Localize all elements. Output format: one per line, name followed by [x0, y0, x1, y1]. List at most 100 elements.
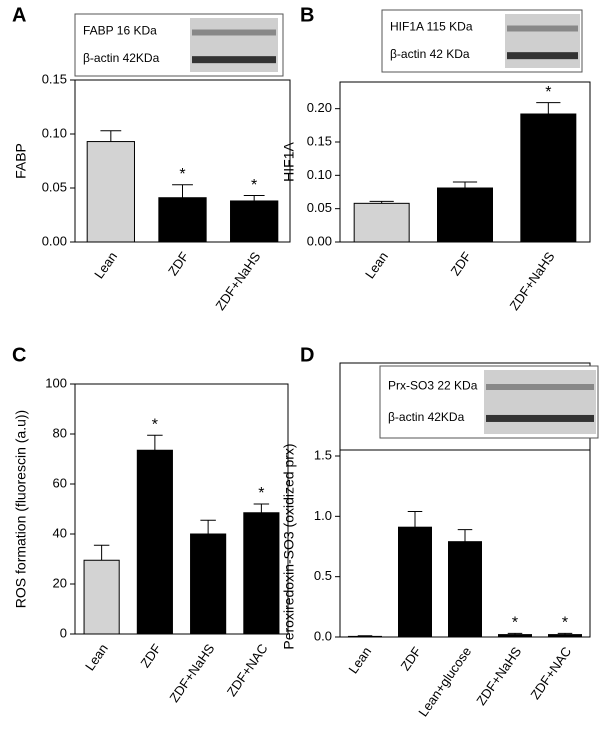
- bar: [498, 634, 532, 638]
- x-tick-label: ZDF: [447, 249, 474, 278]
- x-tick-label: Lean: [362, 249, 391, 281]
- error-bar: [172, 184, 193, 198]
- bar: [158, 197, 207, 243]
- x-tick-label: ZDF: [137, 641, 164, 670]
- error-bar: [369, 200, 394, 204]
- error-bar: [147, 434, 163, 451]
- bar: [83, 559, 120, 635]
- inset-label: FABP 16 KDa: [83, 24, 157, 38]
- blot-band: [192, 29, 276, 36]
- bar: [230, 200, 279, 243]
- y-tick-label: 0.00: [307, 233, 332, 248]
- significance-marker: *: [512, 615, 518, 632]
- bar: [437, 187, 493, 243]
- x-tick-label: Lean: [82, 641, 111, 673]
- x-tick-label: ZDF+NaHS: [473, 644, 524, 708]
- y-tick-label: 0.15: [42, 71, 67, 86]
- y-tick-label: 80: [53, 425, 67, 440]
- panel: D 0.0 0.5 1.0 1.5 Peroxiredoxin-SO3 (oxidized…: [281, 344, 599, 719]
- blot-image: [484, 370, 596, 434]
- y-tick-label: 40: [53, 525, 67, 540]
- inset-label: β-actin 42 KDa: [390, 47, 470, 61]
- bar: [86, 141, 135, 243]
- blot-band: [486, 384, 594, 390]
- y-tick-label: 1.0: [314, 508, 332, 523]
- y-axis-label: Peroxiredoxin-SO3 (oxidized prx): [281, 443, 297, 649]
- error-bar: [243, 195, 265, 201]
- x-tick-label: ZDF+NaHS: [166, 641, 217, 705]
- bar: [548, 634, 582, 638]
- bar: [448, 541, 482, 638]
- error-bar: [93, 544, 110, 561]
- panel: B 0.00 0.05 0.10 0.15 0.20 HIF1A Lean ZDF * ZDF+Na…: [281, 4, 591, 313]
- error-bar: [253, 503, 270, 513]
- y-tick-label: 0.0: [314, 628, 332, 643]
- panel: C 0 20 40 60 80 100 ROS formation (fluorescin (…: [12, 344, 289, 705]
- inset-label: β-actin 42KDa: [83, 51, 160, 65]
- y-tick-label: 1.5: [314, 447, 332, 462]
- error-bar: [407, 511, 423, 528]
- x-tick-label: ZDF: [165, 249, 192, 278]
- error-bar: [200, 519, 216, 534]
- blot-band: [507, 52, 578, 60]
- y-tick-label: 60: [53, 475, 67, 490]
- blot-band: [192, 56, 276, 64]
- error-bar: [557, 632, 573, 635]
- x-tick-label: Lean+glucose: [415, 644, 474, 719]
- bar: [136, 449, 173, 635]
- bar: [520, 113, 577, 243]
- error-bar: [452, 181, 478, 188]
- y-axis-label: HIF1A: [281, 142, 297, 182]
- bar: [243, 512, 280, 635]
- inset-label: HIF1A 115 KDa: [390, 20, 473, 34]
- y-tick-label: 20: [53, 575, 67, 590]
- x-tick-label: ZDF+NaHS: [507, 249, 558, 313]
- significance-marker: *: [152, 416, 158, 433]
- y-tick-label: 0.10: [42, 125, 67, 140]
- error-bar: [507, 632, 523, 635]
- bar: [190, 533, 227, 635]
- x-tick-label: ZDF+NAC: [527, 644, 574, 702]
- significance-marker: *: [545, 84, 551, 101]
- y-tick-label: 0.00: [42, 233, 67, 248]
- y-tick-label: 0.05: [42, 179, 67, 194]
- y-tick-label: 0.05: [307, 200, 332, 215]
- significance-marker: *: [562, 615, 568, 632]
- y-axis-label: FABP: [13, 143, 29, 179]
- error-bar: [457, 529, 473, 542]
- bar: [348, 635, 382, 638]
- x-tick-label: Lean: [91, 249, 120, 281]
- y-tick-label: 0.5: [314, 568, 332, 583]
- error-bar: [357, 635, 373, 637]
- plot-frame: [74, 383, 289, 635]
- blot-image: [190, 18, 278, 72]
- inset-label: β-actin 42KDa: [388, 410, 465, 424]
- panel-letter: B: [300, 4, 314, 26]
- bar: [398, 526, 432, 638]
- bar: [353, 202, 410, 243]
- y-tick-label: 0.10: [307, 167, 332, 182]
- panel-letter: D: [300, 344, 314, 366]
- error-bar: [536, 102, 561, 114]
- x-tick-label: ZDF: [397, 644, 424, 673]
- panel-letter: A: [12, 4, 26, 26]
- x-tick-label: ZDF+NAC: [224, 641, 271, 699]
- x-tick-label: ZDF+NaHS: [212, 249, 263, 313]
- y-tick-label: 0: [60, 625, 67, 640]
- panel: A 0.00 0.05 0.10 0.15 FABP Lean * ZDF * ZDF+NaHS FA…: [12, 4, 291, 313]
- y-axis-label: ROS formation (fluorescin (a.u)): [13, 410, 29, 608]
- panel-letter: C: [12, 344, 26, 366]
- blot-image: [505, 14, 580, 68]
- significance-marker: *: [179, 166, 185, 183]
- blot-band: [507, 25, 578, 32]
- y-tick-label: 0.15: [307, 133, 332, 148]
- blot-band: [486, 414, 594, 422]
- significance-marker: *: [258, 485, 264, 502]
- y-tick-label: 0.20: [307, 100, 332, 115]
- inset-label: Prx-SO3 22 KDa: [388, 378, 478, 392]
- error-bar: [100, 130, 122, 142]
- significance-marker: *: [251, 177, 257, 194]
- y-tick-label: 100: [45, 375, 67, 390]
- x-tick-label: Lean: [345, 644, 374, 676]
